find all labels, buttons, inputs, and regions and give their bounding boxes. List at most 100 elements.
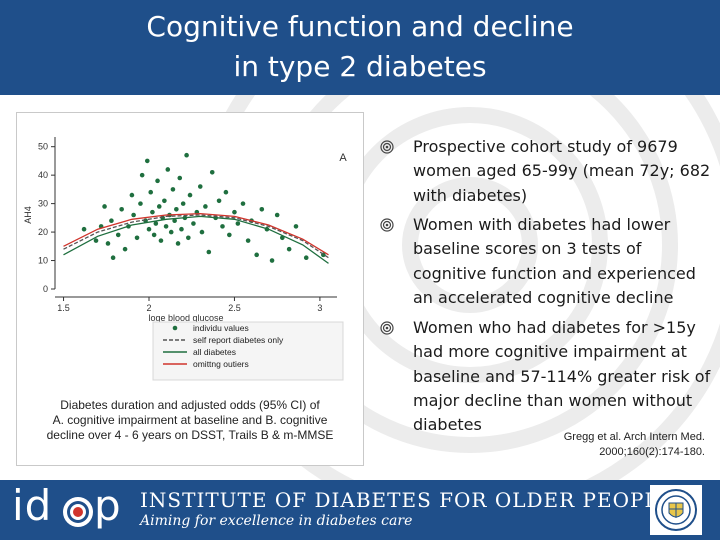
slide-title-line-2: in type 2 diabetes (233, 50, 487, 83)
bullet-line: baseline scores on 3 tests of (413, 239, 642, 259)
logo-text-p: p (94, 481, 122, 530)
target-bullet-icon (380, 218, 394, 232)
y-tick-label: 20 (38, 227, 48, 237)
data-point (269, 258, 275, 263)
data-point (162, 198, 167, 204)
bullet-line: major decline than women without (413, 390, 693, 410)
figure-caption: Diabetes duration and adjusted odds (95%… (20, 398, 360, 443)
x-tick-label: 3 (317, 303, 322, 313)
y-axis-label: AH4 (23, 206, 33, 224)
data-point (274, 212, 280, 218)
data-point (134, 235, 140, 241)
citation-line: 2000;160(2):174-180. (599, 446, 705, 458)
bullet-line: women aged 65-99y (mean 72y; 682 (413, 161, 711, 181)
data-point (110, 255, 116, 260)
legend-entry: individu values (193, 323, 249, 333)
data-point (148, 189, 154, 195)
target-logo-icon (63, 497, 93, 527)
data-point (209, 170, 215, 175)
bullet-line: an accelerated cognitive decline (413, 287, 674, 307)
legend-box (152, 321, 344, 381)
data-point (187, 192, 193, 198)
data-point (223, 189, 229, 195)
data-point (172, 218, 177, 223)
data-point (122, 246, 128, 252)
data-point (105, 241, 111, 246)
legend-marker (172, 325, 178, 331)
data-point (146, 226, 152, 232)
chart-panel: 0 10 20 30 40 50 1.5 2 2.5 3 AH4 loge blood glucose… (16, 112, 364, 466)
caption-line: A. cognitive impairment at baseline and … (52, 413, 328, 427)
y-tick-label: 40 (38, 170, 48, 180)
data-point (303, 255, 309, 260)
data-point (227, 232, 232, 238)
data-point (259, 207, 265, 212)
org-tagline: Aiming for excellence in diabetes care (140, 513, 413, 529)
citation: Gregg et al. Arch Intern Med. 2000;160(2… (525, 430, 705, 460)
series-line (63, 212, 329, 256)
title-bar: Cognitive function and decline in type 2… (0, 0, 720, 95)
data-point (197, 184, 203, 189)
legend-entry: self report diabetes only (193, 335, 284, 345)
data-point (170, 187, 176, 192)
data-point (163, 224, 169, 229)
y-tick-label: 50 (38, 142, 48, 152)
x-axis-label: loge blood glucose (148, 313, 223, 323)
data-point (150, 209, 155, 215)
data-point (220, 224, 225, 229)
data-point (174, 207, 179, 212)
data-point (232, 209, 237, 215)
org-name: INSTITUTE OF DIABETES FOR OLDER PEOPLE (140, 488, 675, 512)
data-point (286, 246, 292, 252)
bullet-line: had more cognitive impairment at (413, 342, 687, 362)
data-point (156, 204, 162, 209)
x-tick-label: 1.5 (57, 303, 70, 313)
data-point (184, 152, 189, 158)
target-bullet-icon (380, 321, 394, 335)
bullet-line: cognitive function and experienced (413, 263, 696, 283)
data-point (177, 175, 183, 181)
y-tick-label: 30 (38, 199, 48, 209)
data-point (144, 158, 150, 164)
data-point (175, 241, 181, 246)
data-point (245, 238, 251, 243)
bullet-line: Prospective cohort study of 9679 (413, 137, 678, 156)
footer-bar: id p INSTITUTE OF DIABETES FOR OLDER PEO… (0, 480, 720, 540)
y-tick-label: 0 (43, 284, 48, 294)
bullet-line: Women with diabetes had lower (413, 215, 671, 234)
y-tick-label: 10 (38, 256, 48, 266)
data-point (151, 232, 157, 238)
x-tick-label: 2 (146, 303, 151, 313)
data-point (199, 229, 205, 235)
bullet-line: Women who had diabetes for >15y (413, 318, 696, 337)
data-point (186, 235, 191, 241)
crest-logo-icon (650, 485, 702, 535)
logo-text-id: id (12, 481, 53, 530)
bullet-line: baseline and 57-114% greater risk of (413, 366, 711, 386)
data-point (179, 226, 184, 232)
data-point (153, 221, 159, 226)
data-point (155, 178, 160, 184)
data-point (138, 201, 143, 206)
data-point (165, 167, 171, 172)
legend-entry: omittng outiers (193, 359, 249, 369)
data-point (119, 207, 124, 212)
scatter-chart: 0 10 20 30 40 50 1.5 2 2.5 3 AH4 loge blood glucose… (23, 137, 347, 381)
data-point (191, 221, 196, 226)
data-point (216, 198, 222, 204)
data-point (102, 204, 107, 209)
slide-title-line-1: Cognitive function and decline (146, 10, 574, 43)
data-point (180, 201, 186, 206)
data-point (203, 204, 208, 209)
data-point (168, 229, 174, 235)
target-bullet-icon (380, 140, 394, 154)
data-point (93, 238, 99, 243)
data-point (254, 252, 259, 258)
data-point (109, 218, 114, 223)
panel-label: A (339, 152, 347, 164)
data-point (235, 221, 241, 226)
bullet-text: Women who had diabetes for >15y had more… (413, 316, 713, 437)
data-point (129, 192, 135, 198)
bullet-line: diabetes (413, 415, 482, 435)
data-point (81, 226, 87, 232)
